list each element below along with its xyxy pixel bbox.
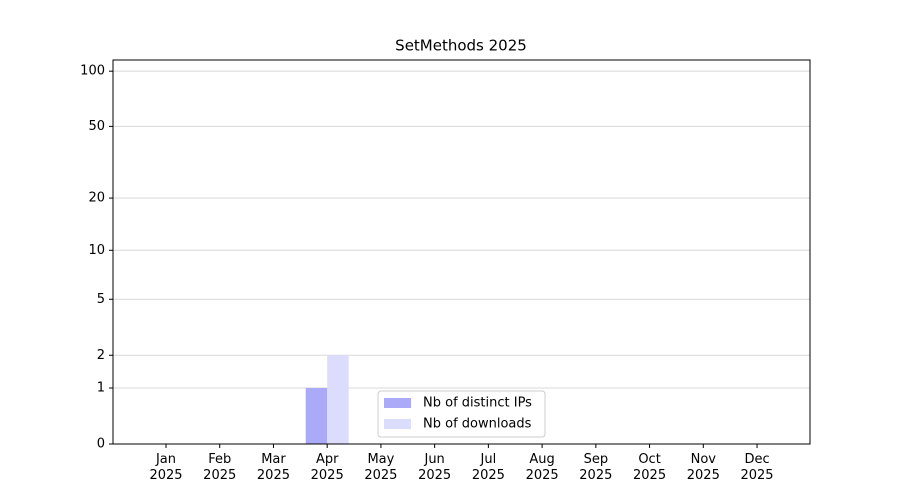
y-tick-label: 0 (97, 437, 105, 452)
legend-swatch (384, 398, 411, 408)
y-tick-label: 50 (88, 119, 105, 134)
legend: Nb of distinct IPs Nb of downloads (377, 390, 546, 438)
plot-frame (112, 59, 811, 445)
y-tick-label: 2 (97, 348, 105, 363)
x-tick-label: Feb 2025 (203, 452, 237, 483)
x-tick-label: May 2025 (364, 452, 398, 483)
bar (327, 355, 349, 444)
legend-swatch (384, 419, 411, 429)
x-tick-label: Apr 2025 (310, 452, 344, 483)
y-tick-label: 20 (88, 191, 105, 206)
legend-box (377, 390, 546, 438)
y-tick-label: 5 (97, 292, 105, 307)
chart-title: SetMethods 2025 (395, 37, 527, 55)
x-tick-label: Sep 2025 (579, 452, 613, 483)
x-tick-label: Aug 2025 (525, 452, 559, 483)
legend-label: Nb of distinct IPs (423, 396, 532, 411)
x-tick-label: Nov 2025 (686, 452, 720, 483)
x-tick-label: Jun 2025 (418, 452, 452, 483)
x-tick-label: Mar 2025 (256, 452, 290, 483)
x-tick-label: Jan 2025 (149, 452, 183, 483)
x-tick-label: Jul 2025 (471, 452, 505, 483)
y-tick-label: 10 (88, 243, 105, 258)
y-tick-label: 1 (97, 381, 105, 396)
x-tick-label: Oct 2025 (633, 452, 667, 483)
legend-label: Nb of downloads (423, 417, 532, 432)
bar (305, 388, 328, 444)
y-tick-label: 100 (80, 64, 105, 79)
x-tick-label: Dec 2025 (740, 452, 774, 483)
